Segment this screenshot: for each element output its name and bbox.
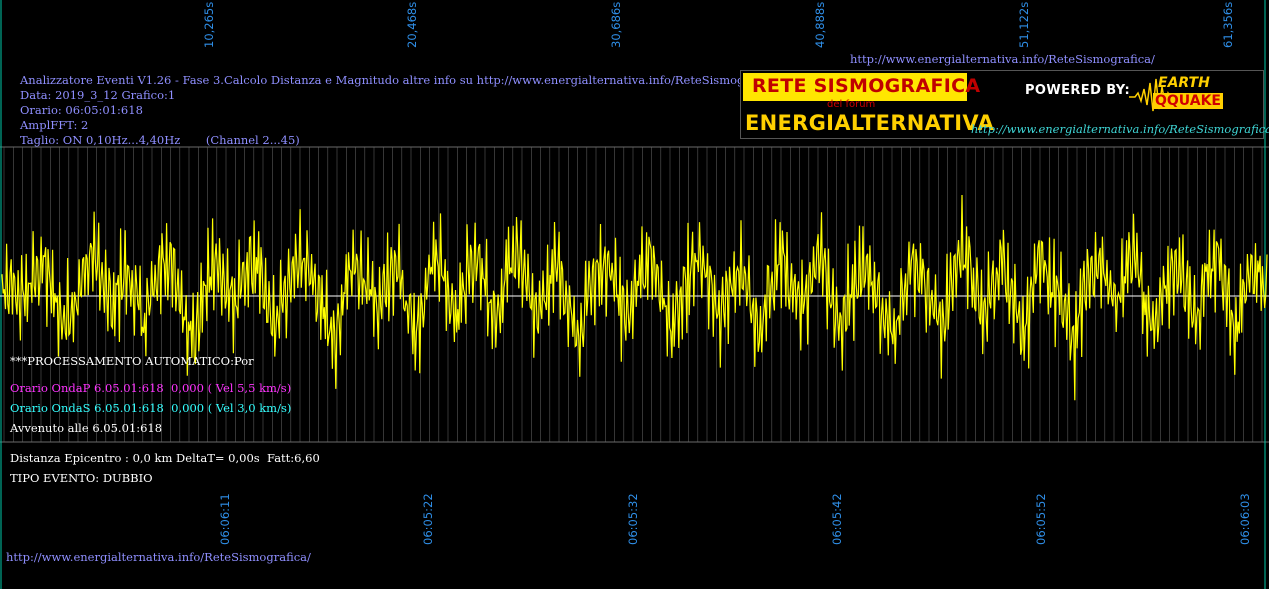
logo-url[interactable]: http://www.energialternativa.info/ReteSi… <box>971 122 1269 136</box>
logo-qquake: QQUAKE <box>1153 93 1223 109</box>
bottom-tick-label: 06:06:11 <box>218 493 232 545</box>
avvenuto-time: Avvenuto alle 6.05.01:618 <box>10 421 163 435</box>
header-title: Analizzatore Eventi V1.26 - Fase 3.Calco… <box>20 73 782 87</box>
logo-forum: del forum <box>827 99 876 110</box>
onda-p-time: Orario OndaP 6.05.01:618 0,000 ( Vel 5,5… <box>10 381 292 395</box>
bottom-tick-label: 06:05:42 <box>830 493 844 545</box>
bottom-tick-label: 06:06:03 <box>1238 493 1252 545</box>
footer-url[interactable]: http://www.energialternativa.info/ReteSi… <box>6 550 311 564</box>
logo-powered: POWERED BY: <box>1025 83 1131 98</box>
header-date: Data: 2019_3_12 Grafico:1 <box>20 88 176 102</box>
top-tick-label: 40,888s <box>813 1 827 48</box>
bottom-tick-label: 06:05:22 <box>421 493 435 545</box>
logo-yellow-band <box>743 73 967 101</box>
bottom-tick-label: 06:05:32 <box>626 493 640 545</box>
event-type: TIPO EVENTO: DUBBIO <box>10 471 153 485</box>
header-time: Orario: 06:05:01:618 <box>20 103 143 117</box>
epicenter-distance: Distanza Epicentro : 0,0 km DeltaT= 0,00… <box>10 451 320 465</box>
top-tick-label: 61,356s <box>1221 1 1235 48</box>
logo-title: RETE SISMOGRAFICA <box>752 75 981 97</box>
onda-s-time: Orario OndaS 6.05.01:618 0,000 ( Vel 3,0… <box>10 401 292 415</box>
top-tick-label: 10,265s <box>202 1 216 48</box>
top-tick-label: 30,686s <box>609 1 623 48</box>
seismic-trace <box>1 194 1268 401</box>
bottom-tick-label: 06:05:52 <box>1034 493 1048 545</box>
header-filter: Taglio: ON 0,10Hz...4,40Hz (Channel 2...… <box>20 133 300 147</box>
processing-title: ***PROCESSAMENTO AUTOMATICO:Por <box>10 354 254 368</box>
top-tick-label: 20,468s <box>405 1 419 48</box>
top-tick-label: 51,122s <box>1017 1 1031 48</box>
top-url[interactable]: http://www.energialternativa.info/ReteSi… <box>850 52 1155 66</box>
logo-energ: ENERGIALTERNATIVA <box>745 111 994 135</box>
rete-sismografica-logo[interactable]: RETE SISMOGRAFICA del forum ENERGIALTERN… <box>740 70 1269 139</box>
logo-earth: EARTH <box>1158 75 1210 91</box>
header-amplfft: AmplFFT: 2 <box>20 118 89 132</box>
